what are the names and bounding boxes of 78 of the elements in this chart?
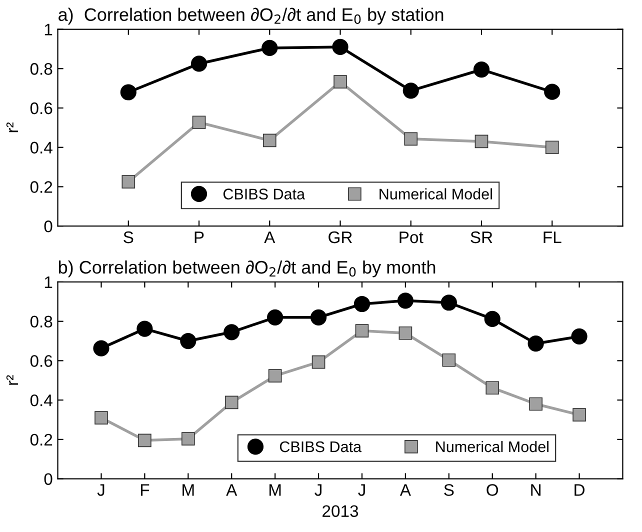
legend-label: CBIBS Data bbox=[280, 441, 362, 452]
x-tick-label: GR bbox=[328, 231, 352, 244]
point bbox=[572, 408, 586, 422]
x-tick-label: S bbox=[444, 484, 454, 496]
point bbox=[355, 324, 369, 338]
x-tick-label: A bbox=[264, 232, 276, 244]
chart-title: b) Correlation between ∂O$_{2}$/∂t and E$_{0}$ by month bbox=[58, 260, 436, 278]
x-tick-label: Pot bbox=[400, 232, 424, 244]
x-tick-label: M bbox=[182, 484, 194, 496]
point bbox=[404, 132, 418, 146]
y-tick-label: 0.8 bbox=[30, 63, 52, 75]
y-tick-label: 1 bbox=[44, 276, 52, 288]
point bbox=[402, 82, 419, 99]
x-tick-label: O bbox=[486, 484, 498, 496]
point bbox=[224, 396, 238, 410]
point bbox=[397, 292, 414, 309]
x-tick-label: N bbox=[531, 484, 540, 496]
point bbox=[442, 353, 456, 367]
point bbox=[224, 324, 240, 340]
legend-label: CBIBS Data bbox=[223, 188, 306, 200]
point bbox=[94, 411, 108, 424]
y-tick-label: 1 bbox=[44, 24, 52, 36]
point bbox=[544, 84, 560, 100]
point bbox=[354, 296, 370, 312]
point bbox=[484, 310, 500, 328]
point bbox=[136, 320, 153, 337]
y-tick-label: 0.4 bbox=[30, 142, 52, 154]
chart-title: a) Correlation between ∂O$_{2}$/∂t and E$_{0}$ by station bbox=[58, 8, 444, 25]
y-axis-title: r² bbox=[6, 375, 18, 385]
legend-label: Numerical Model bbox=[380, 188, 492, 200]
point bbox=[93, 340, 110, 356]
point bbox=[181, 432, 195, 446]
x-tick-label: A bbox=[226, 484, 238, 496]
y-tick-label: 0.8 bbox=[30, 316, 52, 328]
point bbox=[122, 175, 136, 188]
x-tick-label: A bbox=[400, 484, 411, 496]
y-tick-label: 0.2 bbox=[30, 181, 52, 193]
point bbox=[190, 56, 208, 72]
point bbox=[440, 294, 457, 311]
point bbox=[262, 40, 278, 56]
point bbox=[545, 140, 559, 154]
point bbox=[180, 332, 196, 350]
y-tick-label: 0.4 bbox=[30, 394, 52, 406]
y-tick-label: 0.6 bbox=[30, 355, 52, 367]
x-tick-label: F bbox=[140, 484, 150, 496]
point bbox=[571, 328, 588, 345]
x-tick-label: J bbox=[314, 484, 322, 496]
x-tick-label: M bbox=[270, 484, 281, 496]
point bbox=[120, 84, 136, 100]
point bbox=[192, 116, 206, 130]
point bbox=[312, 355, 326, 369]
point bbox=[332, 38, 348, 56]
legend-label: Numerical Model bbox=[436, 440, 548, 452]
x-tick-label: J bbox=[358, 484, 365, 496]
point bbox=[529, 397, 542, 411]
point bbox=[474, 134, 488, 148]
y-tick-label: 0 bbox=[44, 473, 52, 486]
point bbox=[138, 434, 152, 448]
point bbox=[398, 326, 412, 340]
x-tick-label: J bbox=[97, 484, 104, 496]
x-tick-label: S bbox=[124, 231, 134, 244]
point bbox=[310, 309, 327, 326]
y-tick-label: 0.2 bbox=[30, 434, 52, 446]
y-tick-label: 0.6 bbox=[30, 102, 52, 114]
point bbox=[268, 369, 282, 383]
point bbox=[262, 134, 276, 148]
point bbox=[486, 381, 500, 395]
x-tick-label: SR bbox=[470, 231, 492, 244]
x-tick-label: P bbox=[194, 232, 204, 244]
y-tick-label: 0 bbox=[44, 220, 52, 232]
point bbox=[528, 336, 544, 352]
point bbox=[267, 309, 284, 326]
y-axis-title: r² bbox=[6, 122, 18, 132]
x-tick-label: D bbox=[574, 484, 585, 496]
x-axis-title: 2013 bbox=[322, 505, 358, 517]
point bbox=[473, 62, 490, 78]
x-tick-label: FL bbox=[544, 232, 562, 244]
point bbox=[334, 75, 347, 88]
